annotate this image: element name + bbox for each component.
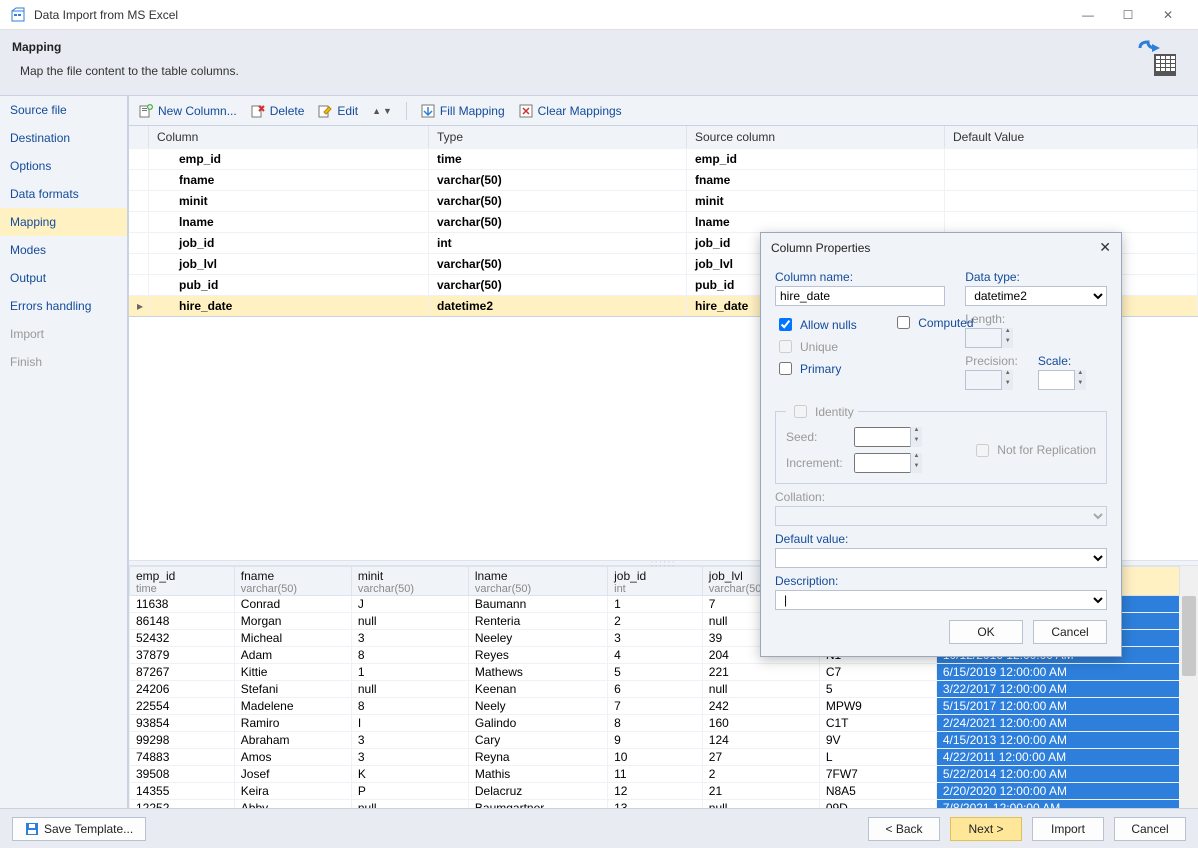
mapping-row[interactable]: emp_idtimeemp_id: [129, 148, 1198, 169]
sidebar-item-modes[interactable]: Modes: [0, 236, 127, 264]
column-name-input[interactable]: [775, 286, 945, 306]
preview-header[interactable]: fnamevarchar(50): [234, 566, 351, 595]
edit-button[interactable]: Edit: [318, 104, 358, 118]
description-select[interactable]: |: [775, 590, 1107, 610]
preview-row[interactable]: 39508JosefKMathis1127FW75/22/2014 12:00:…: [130, 765, 1180, 782]
sidebar-item-output[interactable]: Output: [0, 264, 127, 292]
map-header-type[interactable]: Type: [429, 126, 687, 148]
map-header-source[interactable]: Source column: [687, 126, 945, 148]
column-name-label: Column name:: [775, 270, 945, 284]
panel-ok-button[interactable]: OK: [949, 620, 1023, 644]
header-icon: [1134, 40, 1178, 81]
wizard-sidebar: Source fileDestinationOptionsData format…: [0, 96, 128, 808]
fill-mapping-button[interactable]: Fill Mapping: [421, 104, 505, 118]
preview-row[interactable]: 22554Madelene8Neely7242MPW95/15/2017 12:…: [130, 697, 1180, 714]
delete-label: Delete: [270, 104, 305, 118]
length-label: Length:: [965, 312, 1107, 326]
cancel-button[interactable]: Cancel: [1114, 817, 1186, 841]
sidebar-item-data-formats[interactable]: Data formats: [0, 180, 127, 208]
maximize-button[interactable]: ☐: [1108, 0, 1148, 30]
back-button[interactable]: < Back: [868, 817, 940, 841]
seed-label: Seed:: [786, 430, 846, 444]
description-label: Description:: [775, 574, 1107, 588]
column-properties-panel: Column Properties ✕ Column name: Data ty…: [760, 232, 1122, 657]
identity-checkbox: [794, 405, 807, 418]
import-button[interactable]: Import: [1032, 817, 1104, 841]
close-button[interactable]: ✕: [1148, 0, 1188, 30]
identity-fieldset: Identity Seed: ▲▼ Increment: ▲▼ Not for …: [775, 402, 1107, 484]
preview-row[interactable]: 87267Kittie1Mathews5221C76/15/2019 12:00…: [130, 663, 1180, 680]
primary-checkbox[interactable]: Primary: [775, 359, 945, 378]
preview-header[interactable]: emp_idtime: [130, 566, 235, 595]
vertical-scrollbar[interactable]: [1180, 566, 1198, 809]
cancel-label: Cancel: [1131, 822, 1168, 836]
save-template-button[interactable]: Save Template...: [12, 817, 146, 841]
fill-mapping-label: Fill Mapping: [440, 104, 505, 118]
preview-row[interactable]: 74883Amos3Reyna1027L4/22/2011 12:00:00 A…: [130, 748, 1180, 765]
sidebar-item-errors-handling[interactable]: Errors handling: [0, 292, 127, 320]
preview-row[interactable]: 14355KeiraPDelacruz1221N8A52/20/2020 12:…: [130, 782, 1180, 799]
new-column-label: New Column...: [158, 104, 237, 118]
edit-dropdown[interactable]: ▲▼: [372, 106, 392, 116]
page-subtitle: Map the file content to the table column…: [20, 64, 1134, 78]
preview-row[interactable]: 24206StefaninullKeenan6null53/22/2017 12…: [130, 680, 1180, 697]
back-label: < Back: [885, 822, 922, 836]
titlebar: Data Import from MS Excel — ☐ ✕: [0, 0, 1198, 30]
next-label: Next >: [968, 822, 1003, 836]
panel-cancel-button[interactable]: Cancel: [1033, 620, 1107, 644]
mapping-row[interactable]: lnamevarchar(50)lname: [129, 211, 1198, 232]
sidebar-item-options[interactable]: Options: [0, 152, 127, 180]
map-header-column[interactable]: Column: [149, 126, 429, 148]
edit-label: Edit: [337, 104, 358, 118]
preview-row[interactable]: 93854RamiroIGalindo8160C1T2/24/2021 12:0…: [130, 714, 1180, 731]
scale-label: Scale:: [1038, 354, 1086, 368]
sidebar-item-import: Import: [0, 320, 127, 348]
mapping-row[interactable]: fnamevarchar(50)fname: [129, 169, 1198, 190]
clear-mappings-button[interactable]: Clear Mappings: [519, 104, 622, 118]
page-title: Mapping: [12, 40, 1134, 54]
minimize-button[interactable]: —: [1068, 0, 1108, 30]
sidebar-item-destination[interactable]: Destination: [0, 124, 127, 152]
unique-checkbox: Unique: [775, 337, 945, 356]
collation-select: [775, 506, 1107, 526]
clear-mappings-label: Clear Mappings: [538, 104, 622, 118]
sidebar-item-finish: Finish: [0, 348, 127, 376]
mapping-row[interactable]: minitvarchar(50)minit: [129, 190, 1198, 211]
app-icon: [10, 7, 26, 23]
precision-label: Precision:: [965, 354, 1018, 368]
collation-label: Collation:: [775, 490, 1107, 504]
preview-row[interactable]: 12252AbbynullBaumgartner13null09D7/8/202…: [130, 799, 1180, 808]
panel-close-button[interactable]: ✕: [1099, 239, 1111, 256]
preview-row[interactable]: 99298Abraham3Cary91249V4/15/2013 12:00:0…: [130, 731, 1180, 748]
delete-button[interactable]: Delete: [251, 104, 305, 118]
map-header-default[interactable]: Default Value: [945, 126, 1198, 148]
preview-header[interactable]: job_idint: [608, 566, 703, 595]
preview-header[interactable]: lnamevarchar(50): [468, 566, 607, 595]
toolbar-separator: [406, 102, 407, 120]
default-value-select[interactable]: [775, 548, 1107, 568]
toolbar: New Column... Delete Edit ▲▼ Fill Mappin…: [129, 96, 1198, 126]
not-replication-checkbox: Not for Replication: [972, 441, 1096, 460]
sidebar-item-mapping[interactable]: Mapping: [0, 208, 127, 236]
scrollbar-thumb[interactable]: [1182, 596, 1196, 676]
page-header: Mapping Map the file content to the tabl…: [0, 30, 1198, 96]
default-value-label: Default value:: [775, 532, 1107, 546]
sidebar-item-source-file[interactable]: Source file: [0, 96, 127, 124]
panel-title: Column Properties: [771, 241, 870, 255]
save-template-label: Save Template...: [44, 822, 133, 836]
new-column-button[interactable]: New Column...: [139, 104, 237, 118]
data-type-label: Data type:: [965, 270, 1107, 284]
preview-header[interactable]: minitvarchar(50): [351, 566, 468, 595]
import-label: Import: [1051, 822, 1085, 836]
data-type-select[interactable]: datetime2: [965, 286, 1107, 306]
footer: Save Template... < Back Next > Import Ca…: [0, 808, 1198, 848]
next-button[interactable]: Next >: [950, 817, 1022, 841]
window-title: Data Import from MS Excel: [34, 8, 1068, 22]
increment-label: Increment:: [786, 456, 846, 470]
computed-checkbox[interactable]: Computed: [893, 313, 973, 332]
